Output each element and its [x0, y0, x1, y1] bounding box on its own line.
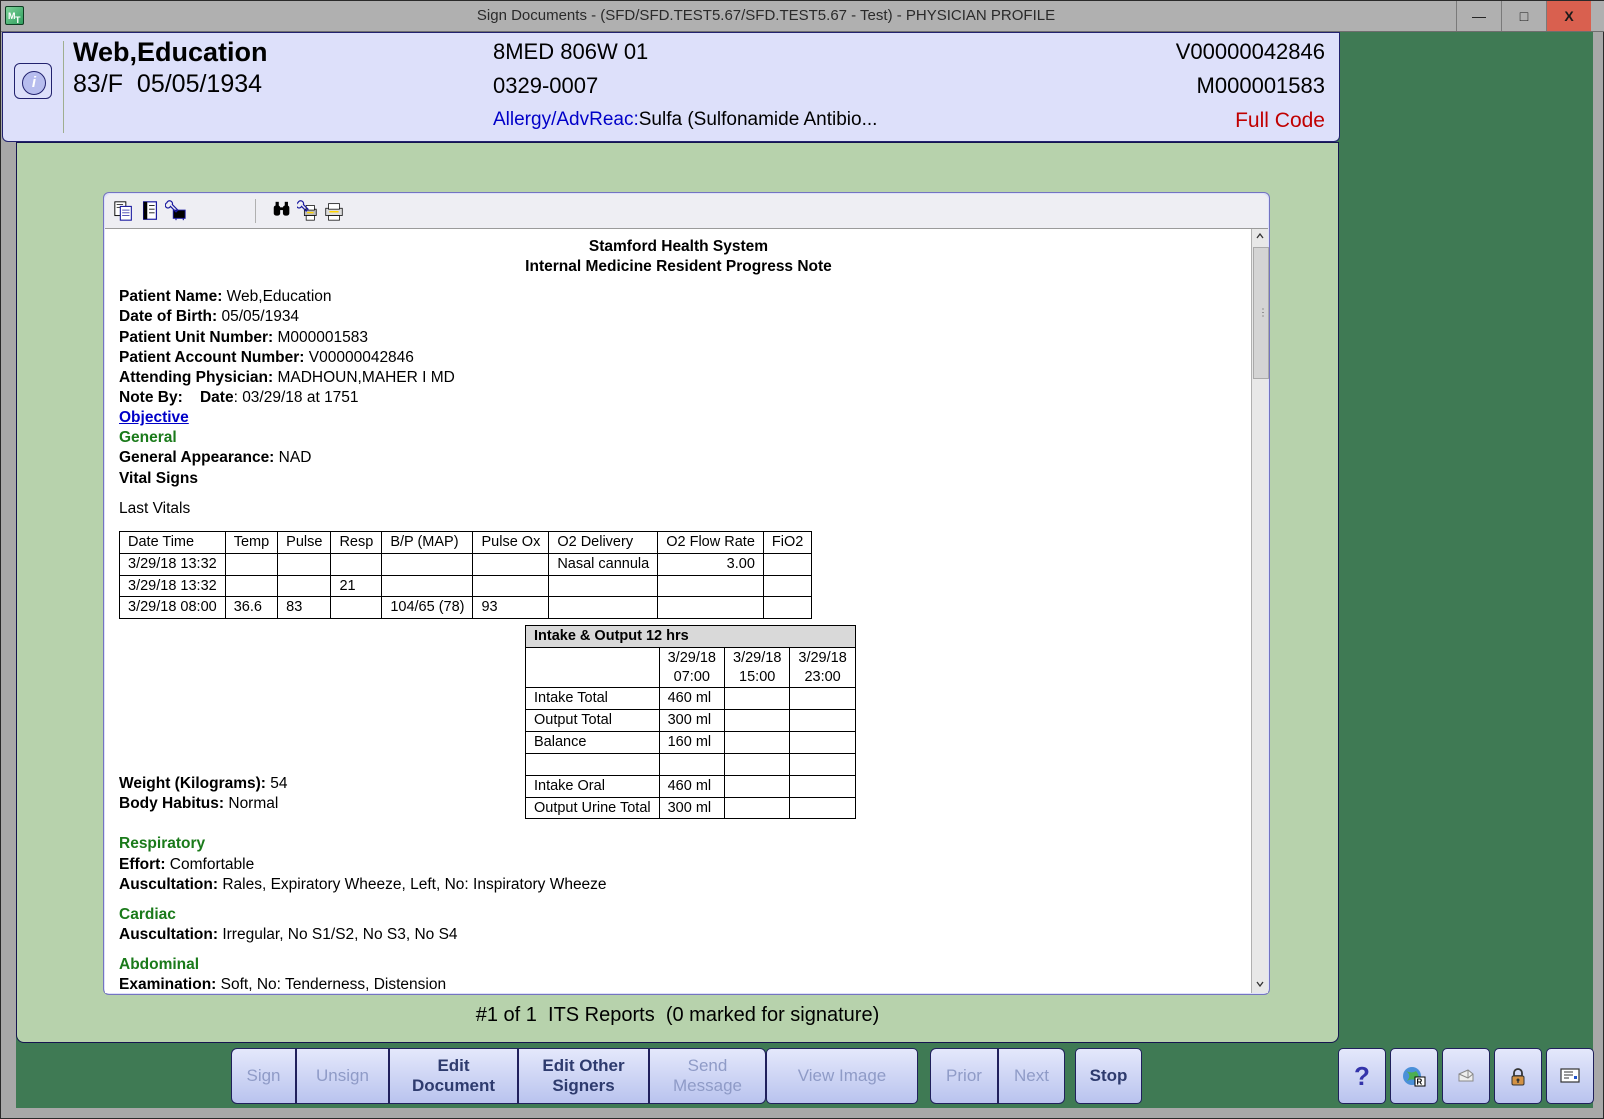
svg-text:R: R: [1417, 1078, 1423, 1087]
